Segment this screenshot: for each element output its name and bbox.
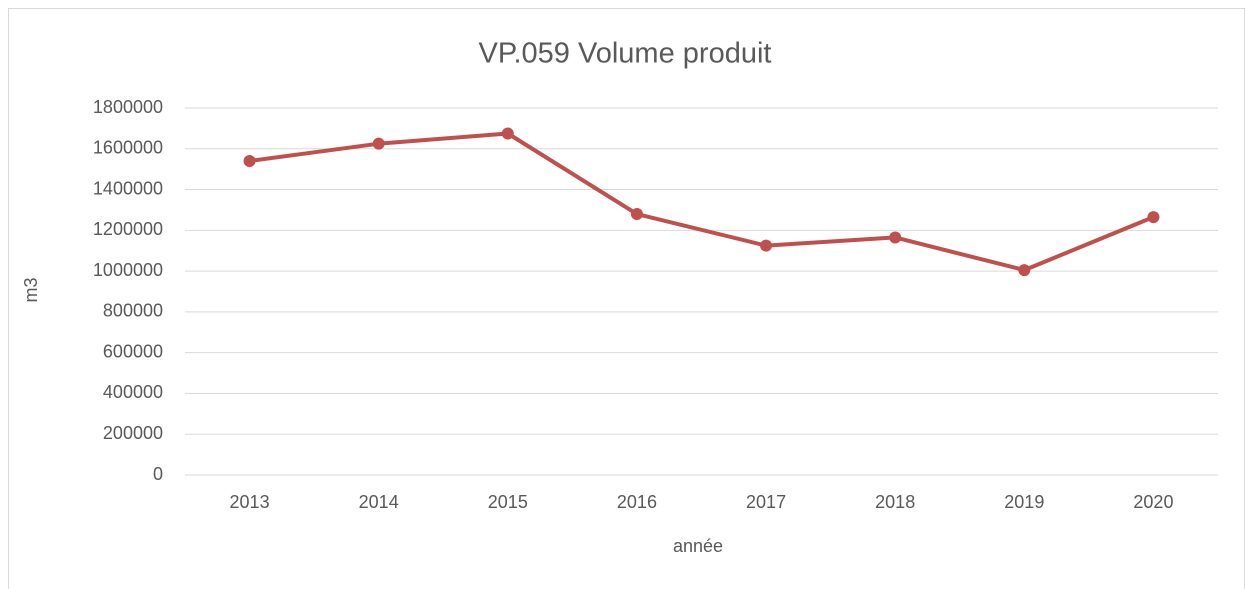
- y-tick-label: 1200000: [93, 219, 163, 239]
- chart-title: VP.059 Volume produit: [479, 38, 772, 70]
- y-tick-label: 400000: [103, 382, 163, 402]
- x-tick-label: 2013: [230, 492, 270, 512]
- y-tick-label: 1800000: [93, 97, 163, 117]
- marker: [1018, 264, 1031, 277]
- y-tick-label: 600000: [103, 341, 163, 361]
- x-tick-label: 2016: [617, 492, 657, 512]
- y-tick-label: 0: [153, 464, 163, 484]
- marker: [243, 155, 256, 168]
- x-tick-label: 2018: [875, 492, 915, 512]
- line: [249, 131, 1155, 273]
- x-tick-label: 2014: [359, 492, 399, 512]
- y-tick-label: 1000000: [93, 260, 163, 280]
- x-tick-label: 2019: [1004, 492, 1044, 512]
- marker: [760, 239, 773, 252]
- marker: [372, 137, 385, 150]
- x-axis-title: année: [673, 536, 723, 556]
- x-tick-label: 2020: [1133, 492, 1173, 512]
- y-axis-title: m3: [21, 277, 41, 302]
- chart-border: [8, 8, 1245, 589]
- y-tick-label: 1600000: [93, 138, 163, 158]
- x-tick-label: 2015: [488, 492, 528, 512]
- y-tick-label: 200000: [103, 423, 163, 443]
- marker: [501, 127, 514, 140]
- marker: [630, 208, 643, 221]
- y-tick-label: 800000: [103, 301, 163, 321]
- marker: [1147, 211, 1160, 224]
- x-tick-label: 2017: [746, 492, 786, 512]
- y-tick-label: 1400000: [93, 178, 163, 198]
- marker: [889, 231, 902, 244]
